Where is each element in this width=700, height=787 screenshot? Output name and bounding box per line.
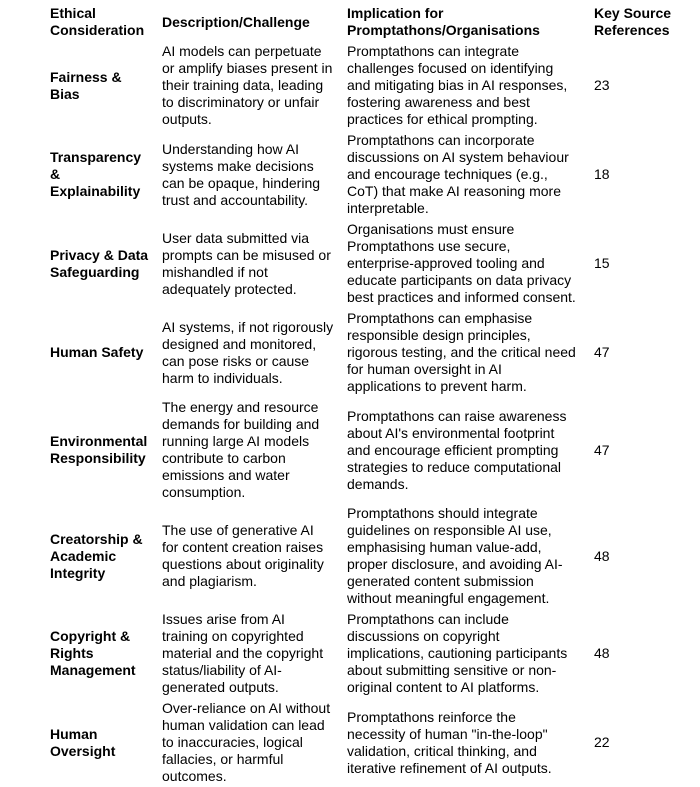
table-row-human-safety: Human Safety AI systems, if not rigorous… <box>50 308 700 397</box>
implication-cell: Promptathons can incorporate discussions… <box>347 132 569 216</box>
table-row-copyright-rights-management: Copyright & Rights Management Issues ari… <box>50 609 700 698</box>
consideration-cell: Copyright & Rights Management <box>50 628 136 678</box>
description-cell: The energy and resource demands for buil… <box>162 399 320 500</box>
table-row-human-oversight: Human Oversight Over-reliance on AI with… <box>50 698 700 787</box>
implication-cell: Promptathons can emphasise responsible d… <box>347 310 576 394</box>
references-cell: 18 <box>594 166 610 182</box>
table-row-fairness-bias: Fairness & Bias AI models can perpetuate… <box>50 41 700 130</box>
consideration-cell: Fairness & Bias <box>50 68 122 102</box>
implication-cell: Promptathons can integrate challenges fo… <box>347 43 568 127</box>
references-cell: 23 <box>594 77 610 93</box>
references-cell: 47 <box>594 441 610 458</box>
header-cell-ethical-consideration: Ethical Consideration <box>50 5 145 38</box>
references-cell: 48 <box>594 645 610 661</box>
description-cell: Understanding how AI systems make decisi… <box>162 140 321 208</box>
references-cell: 48 <box>594 547 610 564</box>
consideration-cell: Creatorship & Academic Integrity <box>50 530 143 581</box>
consideration-cell: Human Oversight <box>50 725 116 759</box>
implication-cell: Promptathons should integrate guidelines… <box>347 505 563 606</box>
consideration-cell: Privacy & Data Safeguarding <box>50 246 149 280</box>
implication-cell: Promptathons reinforce the necessity of … <box>347 708 552 776</box>
description-cell: AI systems, if not rigorously designed a… <box>162 318 334 386</box>
references-cell: 22 <box>594 734 610 750</box>
consideration-cell: Transparency & Explainability <box>50 149 142 199</box>
table-header: Ethical Consideration Description/Challe… <box>50 3 700 41</box>
description-cell: Over-reliance on AI without human valida… <box>162 700 331 784</box>
description-cell: The use of generative AI for content cre… <box>162 522 324 589</box>
table-row-privacy-data-safeguarding: Privacy & Data Safeguarding User data su… <box>50 219 700 308</box>
table-row-creatorship-academic-integrity: Creatorship & Academic Integrity The use… <box>50 503 700 609</box>
header-cell-key-source-references: Key Source References <box>594 5 672 38</box>
consideration-cell: Human Safety <box>50 344 144 360</box>
description-cell: AI models can perpetuate or amplify bias… <box>162 43 333 127</box>
description-cell: Issues arise from AI training on copyrig… <box>162 611 324 695</box>
table-row-transparency-explainability: Transparency & Explainability Understand… <box>50 130 700 219</box>
header-cell-implication: Implication for Promptathons/Organisatio… <box>347 5 540 38</box>
implication-cell: Promptathons can raise awareness about A… <box>347 407 567 492</box>
consideration-cell: Environmental Responsibility <box>50 433 148 466</box>
implication-cell: Promptathons can include discussions on … <box>347 611 568 695</box>
header-cell-description-challenge: Description/Challenge <box>162 13 310 30</box>
references-cell: 47 <box>594 344 610 360</box>
table-row-environmental-responsibility: Environmental Responsibility The energy … <box>50 397 700 503</box>
ethics-considerations-table: Ethical Consideration Description/Challe… <box>50 3 700 787</box>
implication-cell: Organisations must ensure Promptathons u… <box>347 221 576 305</box>
references-cell: 15 <box>594 255 610 271</box>
description-cell: User data submitted via prompts can be m… <box>162 229 331 297</box>
table-body: Fairness & Bias AI models can perpetuate… <box>50 41 700 787</box>
header-row: Ethical Consideration Description/Challe… <box>50 3 700 41</box>
